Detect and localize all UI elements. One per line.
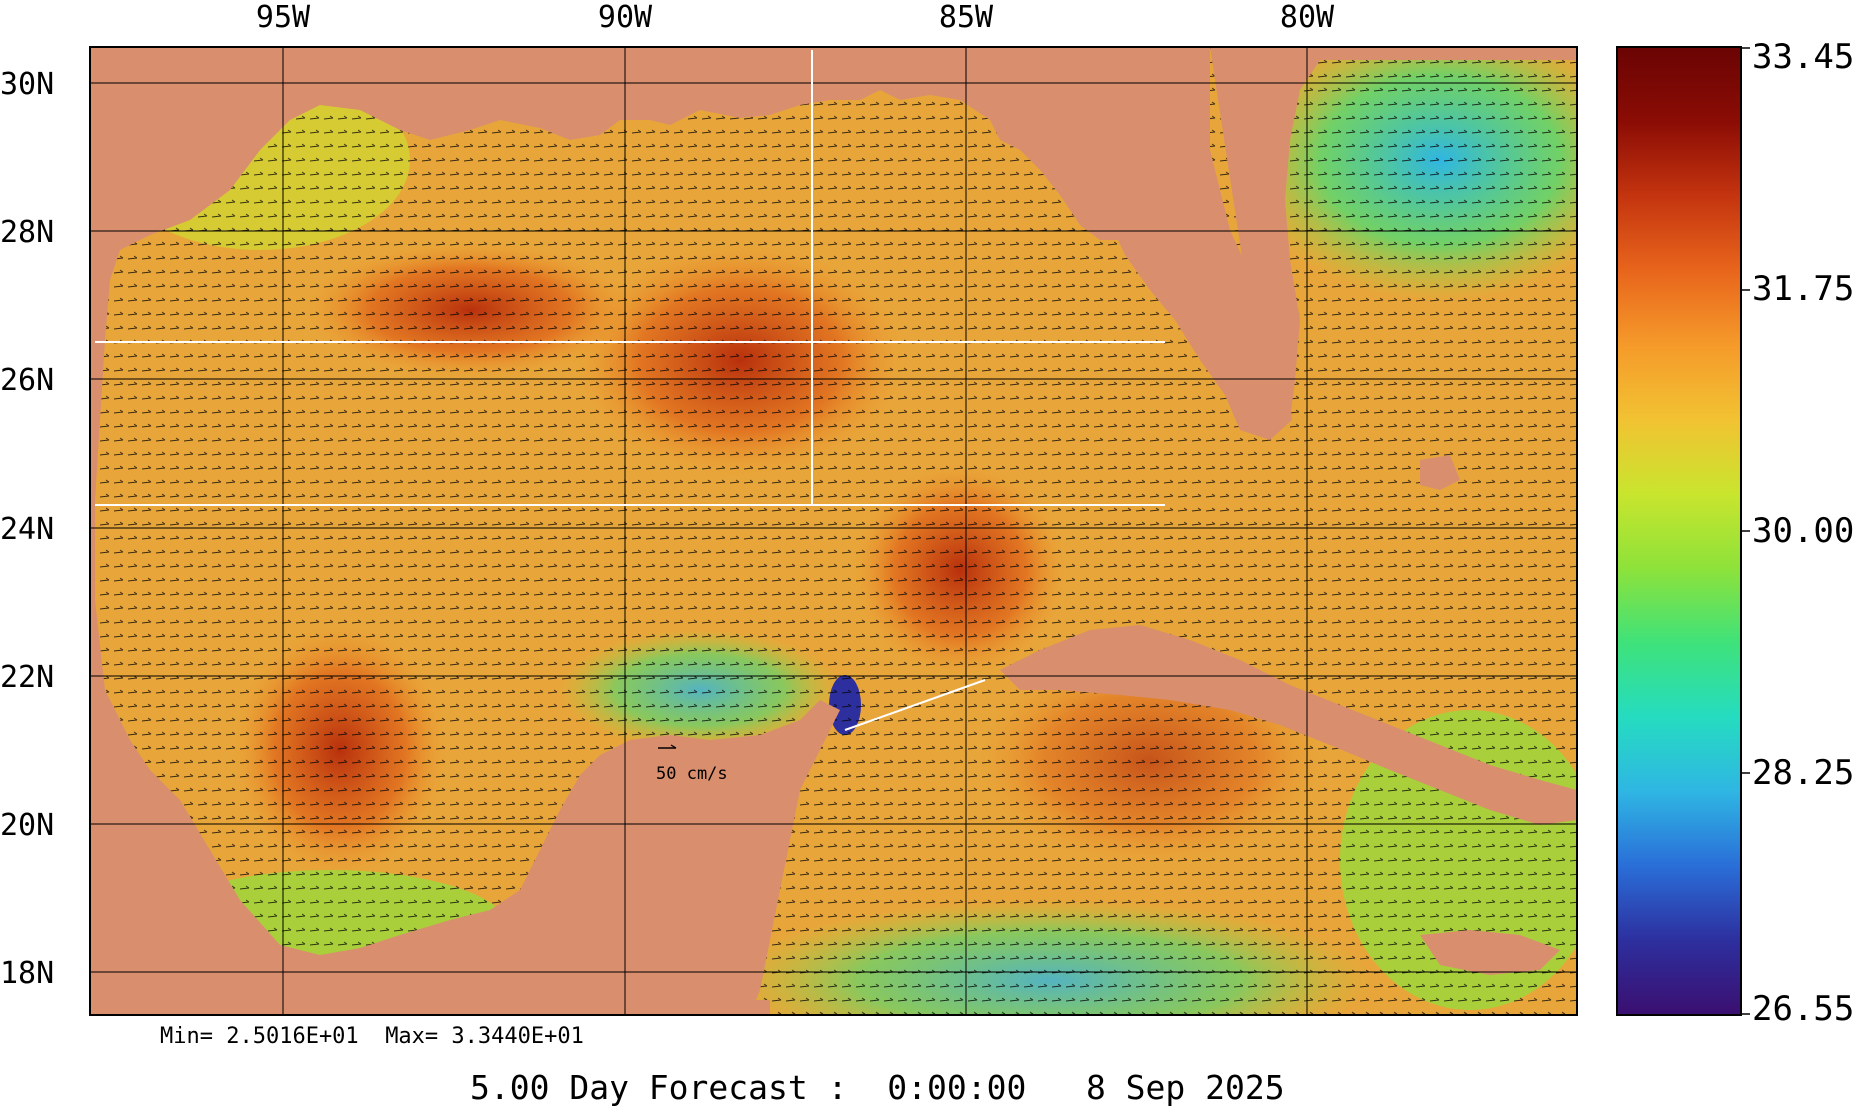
lon-label: 90W xyxy=(598,0,653,35)
latitude-labels: 30N 28N 26N 24N 22N 20N 18N xyxy=(0,67,54,991)
land-central-america xyxy=(750,1000,770,1015)
longitude-labels: 95W 90W 85W 80W xyxy=(256,0,1335,35)
colorbar: 33.45 31.75 30.00 28.25 26.55 xyxy=(1616,37,1854,1029)
colorbar-tick-label: 26.55 xyxy=(1752,989,1854,1029)
lat-label: 24N xyxy=(0,512,54,547)
map-border xyxy=(89,46,1578,1016)
land-cuba xyxy=(1000,625,1577,825)
min-value: Min= 2.5016E+01 xyxy=(160,1024,359,1049)
forecast-date: 8 Sep 2025 xyxy=(1085,1068,1285,1107)
land-hispaniola xyxy=(1420,930,1560,975)
lon-label: 95W xyxy=(256,0,311,35)
land-florida xyxy=(1210,47,1577,440)
max-value: Max= 3.3440E+01 xyxy=(385,1024,584,1049)
min-max-stats: Min= 2.5016E+01 Max= 3.3440E+01 xyxy=(160,1024,584,1049)
lat-label: 28N xyxy=(0,215,54,250)
land-bahamas xyxy=(1420,455,1460,490)
forecast-label: 5.00 Day Forecast : xyxy=(470,1068,848,1107)
lon-label: 85W xyxy=(939,0,994,35)
map-frame xyxy=(90,47,1577,1015)
forecast-caption: 5.00 Day Forecast : 0:00:00 8 Sep 2025 xyxy=(470,1068,1285,1107)
lat-label: 18N xyxy=(0,956,54,991)
land-north-america xyxy=(90,47,1292,1015)
colorbar-scale xyxy=(1616,46,1742,1016)
section-lines xyxy=(95,50,1165,731)
scale-label: 50 cm/s xyxy=(656,764,728,784)
colorbar-ticks xyxy=(1741,47,1750,1015)
lat-label: 22N xyxy=(0,660,54,695)
colorbar-tick-label: 31.75 xyxy=(1752,269,1854,309)
colorbar-tick-label: 30.00 xyxy=(1752,511,1854,551)
colorbar-tick-label: 33.45 xyxy=(1752,37,1854,77)
lon-label: 80W xyxy=(1280,0,1335,35)
current-vector-field xyxy=(90,47,1577,1015)
forecast-time: 0:00:00 xyxy=(887,1068,1027,1107)
colorbar-tick-label: 28.25 xyxy=(1752,753,1854,793)
graticule xyxy=(90,47,1577,1015)
lat-label: 26N xyxy=(0,363,54,398)
lat-label: 20N xyxy=(0,808,54,843)
scale-vector xyxy=(658,744,677,749)
lat-label: 30N xyxy=(0,67,54,102)
